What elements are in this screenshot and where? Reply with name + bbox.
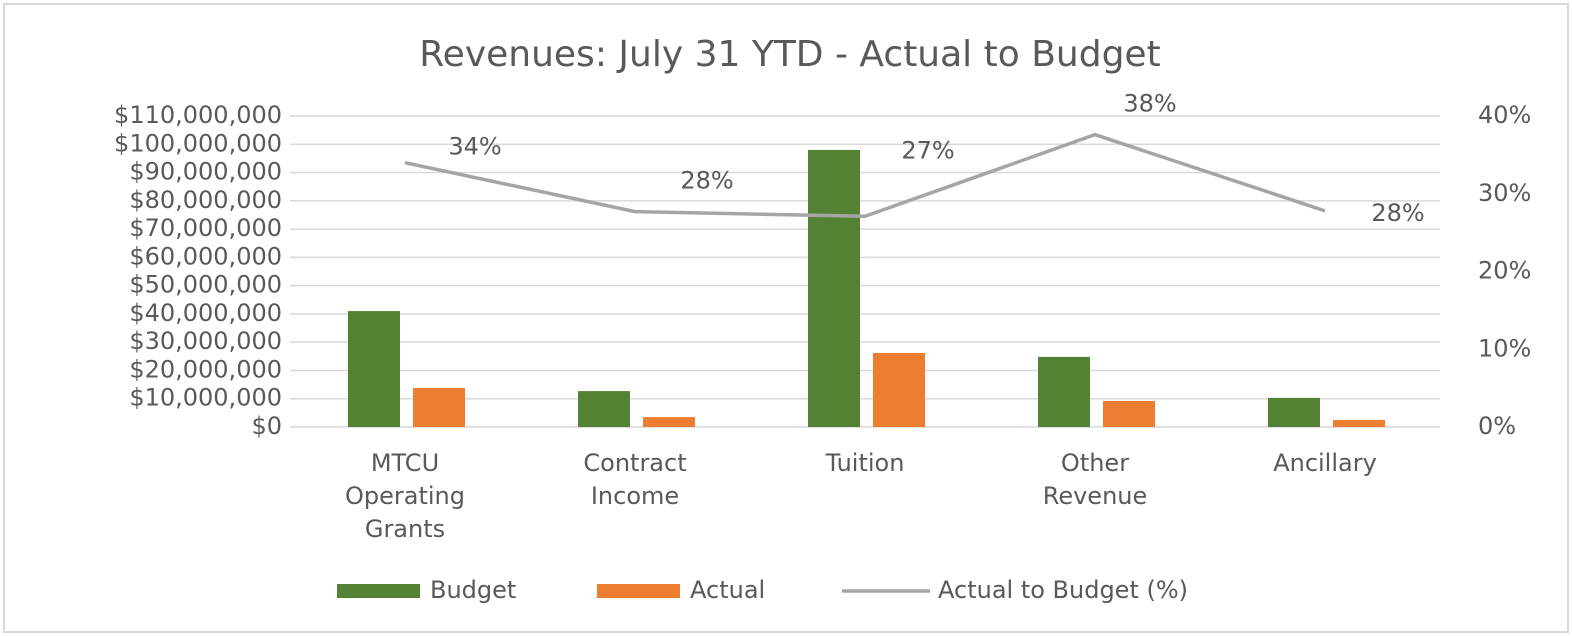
bar <box>1103 400 1155 427</box>
chart-border <box>3 3 1569 633</box>
y2-tick-label: 10% <box>1478 334 1531 362</box>
bar <box>1268 397 1320 427</box>
y2-tick-label: 0% <box>1478 412 1516 440</box>
x-tick-label: Tuition <box>825 449 905 477</box>
y-tick-label: $10,000,000 <box>129 384 282 412</box>
y-tick-label: $40,000,000 <box>129 299 282 327</box>
y-tick-label: $60,000,000 <box>129 242 282 270</box>
bar <box>808 149 860 427</box>
x-tick-label: Ancillary <box>1273 449 1377 477</box>
legend-label: Actual <box>690 576 765 604</box>
legend-swatch <box>337 584 420 598</box>
y-tick-label: $110,000,000 <box>114 101 282 129</box>
bar <box>873 352 925 427</box>
y-tick-label: $50,000,000 <box>129 271 282 299</box>
y2-tick-label: 30% <box>1478 179 1531 207</box>
y2-tick-label: 20% <box>1478 257 1531 285</box>
data-label: 28% <box>1371 199 1424 227</box>
chart-title: Revenues: July 31 YTD - Actual to Budget <box>419 34 1160 75</box>
bar <box>413 387 465 427</box>
bar <box>578 391 630 427</box>
y-tick-label: $0 <box>251 412 282 440</box>
data-label: 28% <box>680 167 733 195</box>
data-label: 34% <box>448 133 501 161</box>
x-tick-label: Other Revenue <box>1042 449 1148 510</box>
y-tick-label: $20,000,000 <box>129 355 282 383</box>
y-tick-label: $30,000,000 <box>129 327 282 355</box>
y-tick-label: $100,000,000 <box>114 129 282 157</box>
bar <box>348 311 400 427</box>
data-label: 27% <box>901 136 954 164</box>
line <box>404 132 1326 219</box>
y2-tick-label: 40% <box>1478 101 1531 129</box>
legend-label: Actual to Budget (%) <box>938 576 1188 604</box>
bar <box>1038 356 1090 427</box>
x-tick-label: MTCU Operating Grants <box>345 449 465 543</box>
legend-swatch <box>597 584 680 598</box>
legend-label: Budget <box>430 576 516 604</box>
bar <box>643 417 695 427</box>
x-tick-label: Contract Income <box>583 449 687 510</box>
y-tick-label: $80,000,000 <box>129 186 282 214</box>
bar <box>1333 419 1385 427</box>
y-tick-label: $70,000,000 <box>129 214 282 242</box>
data-label: 38% <box>1123 90 1176 118</box>
y-tick-label: $90,000,000 <box>129 158 282 186</box>
